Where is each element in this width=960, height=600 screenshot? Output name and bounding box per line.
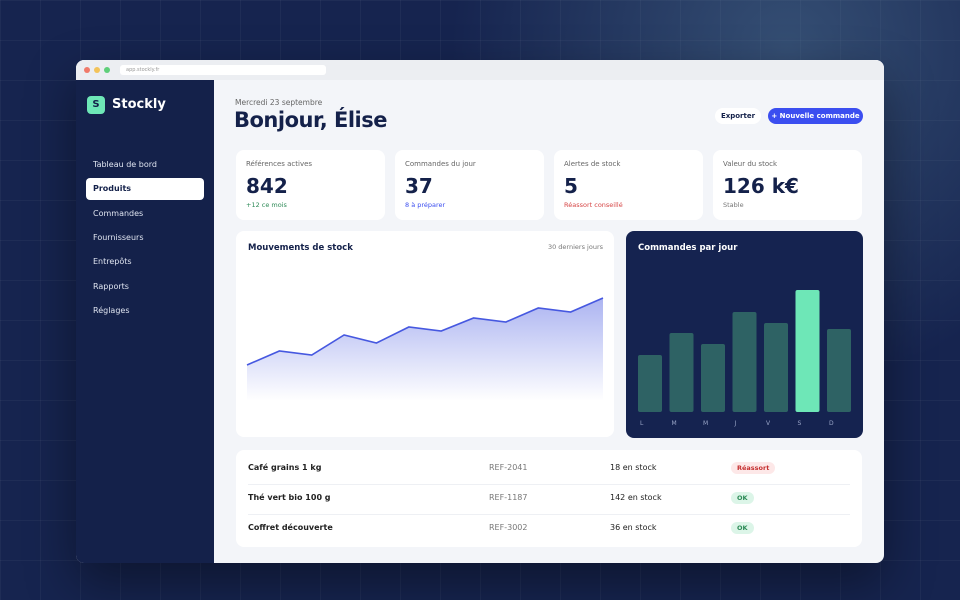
kpi-note: 8 à préparer [405,201,446,209]
bar [701,344,725,412]
kpi-note: Stable [723,201,744,209]
nav-item[interactable]: Commandes [93,208,144,218]
app-window: app.stockly.fr S Stockly Tableau de bord… [76,60,884,563]
product-ref: REF-3002 [489,523,528,532]
nav-item[interactable]: Tableau de bord [93,160,157,169]
nav-item[interactable]: Produits [86,178,204,201]
nav-item[interactable]: Rapports [93,281,129,291]
brand: Stockly [112,97,166,112]
line [246,297,604,366]
chart-subtitle: 30 derniers jours [547,243,603,251]
product-ref: REF-1187 [489,493,528,502]
kpi-label: Références actives [246,160,313,168]
kpi-value: 37 [405,174,433,198]
sidebar: S Stockly Tableau de bord Produits Command… [76,80,214,563]
row-divider [248,514,850,515]
area [247,298,603,401]
kpi-value: 126 k€ [723,174,799,198]
product-ref: REF-2041 [489,463,528,472]
area-chart [246,297,604,401]
url-field[interactable]: app.stockly.fr [120,65,326,75]
logo: S [87,96,105,114]
bar [638,355,662,412]
bar [795,290,820,412]
kpi-label: Valeur du stock [723,160,778,168]
x-label: S [798,420,802,427]
window-dot[interactable] [104,67,110,73]
x-label: V [766,420,771,427]
export-button[interactable]: Exporter [715,108,761,124]
kpi-note: +12 ce mois [246,201,287,209]
x-label: J [734,420,737,427]
product-name: Café grains 1 kg [248,463,322,472]
chart-title: Mouvements de stock [248,243,353,253]
stock-card: Mouvements de stock 30 derniers jours [236,231,614,437]
x-label: M [703,420,708,427]
bar [764,323,788,412]
chart-title: Commandes par jour [638,243,738,253]
kpi-card: Références actives 842 +12 ce mois [236,150,385,220]
kpi-card: Alertes de stock 5 Réassort conseillé [554,150,703,220]
orders-card: Commandes par jour L M M J V S D [626,231,863,438]
bar [827,329,851,412]
kpi-card: Valeur du stock 126 k€ Stable [713,150,862,220]
browser-bar: app.stockly.fr [76,60,884,80]
stock-level: 36 en stock [610,523,657,532]
kpi-label: Commandes du jour [405,160,476,168]
greeting: Bonjour, Élise [234,108,388,132]
kpi-note: Réassort conseillé [564,201,623,209]
nav-item[interactable]: Entrepôts [93,257,132,267]
kpi-value: 842 [246,174,288,198]
status-pill: Réassort [731,462,776,474]
product-table: Café grains 1 kg REF-2041 18 en stock Réass… [236,450,862,547]
bar [669,333,694,412]
x-label: M [672,420,677,427]
row-divider [248,484,850,485]
new-order-button[interactable]: + Nouvelle commande [768,108,863,124]
window-dot[interactable] [94,67,100,73]
status-pill: OK [731,492,754,504]
stock-level: 142 en stock [610,493,662,502]
x-label: D [829,420,834,427]
kpi-value: 5 [564,174,578,198]
x-label: L [640,420,644,427]
window-dot[interactable] [84,67,90,73]
product-name: Thé vert bio 100 g [248,493,331,502]
kpi-label: Alertes de stock [564,160,621,168]
status-pill: OK [731,522,754,534]
kpi-card: Commandes du jour 37 8 à préparer [395,150,544,220]
nav-item[interactable]: Fournisseurs [93,232,144,242]
nav-item[interactable]: Réglages [93,305,130,315]
product-name: Coffret découverte [248,523,333,532]
date: Mercredi 23 septembre [235,98,323,107]
stock-level: 18 en stock [610,463,657,472]
bar [732,312,757,412]
